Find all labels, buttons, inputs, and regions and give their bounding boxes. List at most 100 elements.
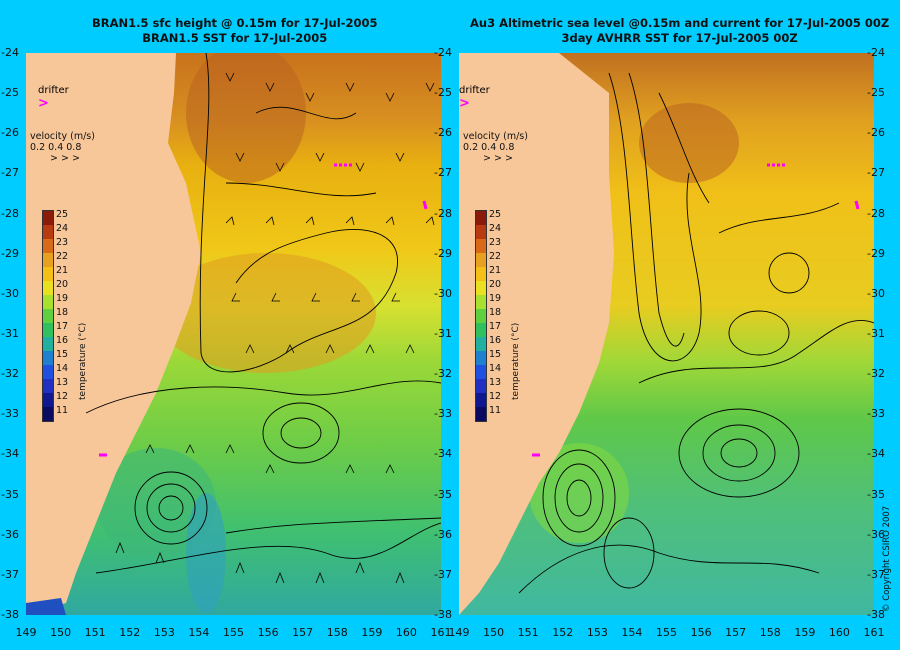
y-tick-label-left: -24 (1, 46, 19, 59)
x-tick-label: 159 (361, 626, 383, 639)
colorbar-tick-label: 13 (489, 377, 502, 388)
colorbar-tick-label: 20 (489, 279, 502, 290)
y-tick-label-left: -28 (1, 206, 19, 220)
y-tick-label-right: -37 (867, 567, 885, 581)
x-tick-label: 160 (395, 626, 417, 639)
left-title-line1: BRAN1.5 sfc height @ 0.15m for 17-Jul-20… (92, 16, 378, 30)
x-tick-label: 152 (552, 626, 574, 639)
y-tick-label-right: -27 (867, 166, 885, 180)
x-tick-label: 156 (257, 626, 279, 639)
x-tick-label: 161 (863, 626, 885, 639)
x-tick-label: 150 (483, 626, 505, 639)
x-tick-label: 160 (828, 626, 850, 639)
colorbar-tick-label: 16 (56, 335, 69, 346)
y-tick-label-left: -38 (1, 608, 19, 621)
x-tick-label: 159 (794, 626, 816, 639)
colorbar-tick-label: 17 (489, 321, 502, 332)
left-title-line2: BRAN1.5 SST for 17-Jul-2005 (142, 31, 328, 45)
colorbar-tick-label: 22 (56, 251, 69, 262)
colorbar-tick-label: 21 (489, 265, 502, 276)
y-tick-label-mid: -33 (434, 407, 452, 421)
y-tick-label-right: -36 (867, 527, 885, 541)
colorbar-tick-label: 12 (56, 391, 69, 402)
x-tick-label: 153 (153, 626, 175, 639)
y-tick-label-right: -26 (867, 126, 885, 140)
left-colorbar (42, 210, 54, 422)
colorbar-tick-label: 19 (56, 293, 69, 304)
x-tick-label: 158 (759, 626, 781, 639)
y-tick-label-right: -32 (867, 367, 885, 381)
y-tick-label-right: -31 (867, 327, 885, 340)
right-drifter-label: drifter > (459, 85, 490, 111)
colorbar-tick-label: 14 (489, 363, 502, 374)
colorbar-tick-label: 20 (56, 279, 69, 290)
x-tick-label: 149 (448, 626, 470, 639)
y-tick-label-right: -25 (867, 86, 885, 100)
y-tick-label-mid: -35 (434, 487, 452, 501)
right-velocity-legend: velocity (m/s) 0.2 0.4 0.8 > > > (463, 131, 528, 164)
colorbar-tick-label: 11 (56, 405, 69, 416)
left-colorbar-title: temperature (°C) (78, 322, 88, 400)
y-tick-label-right: -35 (867, 487, 885, 501)
y-tick-label-left: -35 (1, 487, 19, 501)
colorbar-tick-label: 25 (56, 209, 69, 220)
y-tick-label-mid: -32 (434, 367, 452, 381)
right-sst-map (459, 53, 874, 615)
colorbar-tick-label: 25 (489, 209, 502, 220)
colorbar-tick-label: 18 (489, 307, 502, 318)
y-tick-label-right: -24 (867, 46, 885, 59)
x-tick-label: 156 (690, 626, 712, 639)
y-tick-label-mid: -27 (434, 166, 452, 180)
left-velocity-legend: velocity (m/s) 0.2 0.4 0.8 > > > (30, 131, 95, 164)
colorbar-tick-label: 18 (56, 307, 69, 318)
right-panel-title: Au3 Altimetric sea level @0.15m and curr… (470, 16, 889, 46)
y-tick-label-right: -29 (867, 246, 885, 260)
y-tick-label-left: -33 (1, 407, 19, 421)
y-tick-label-right: -38 (867, 608, 885, 621)
y-tick-label-mid: -30 (434, 286, 452, 300)
x-tick-label: 155 (223, 626, 244, 639)
y-tick-label-mid: -29 (434, 246, 452, 260)
y-tick-label-mid: -38 (434, 608, 452, 621)
colorbar-tick-label: 11 (489, 405, 502, 416)
x-tick-label: 161 (430, 626, 452, 639)
x-tick-label: 151 (84, 626, 106, 639)
colorbar-tick-label: 22 (489, 251, 502, 262)
y-tick-label-right: -30 (867, 286, 885, 300)
y-tick-label-mid: -36 (434, 527, 452, 541)
colorbar-tick-label: 24 (56, 223, 69, 234)
y-tick-label-right: -28 (867, 206, 885, 220)
right-map-graphic (459, 53, 874, 615)
y-tick-label-left: -29 (1, 246, 19, 260)
colorbar-tick-label: 23 (489, 237, 502, 248)
colorbar-tick-label: 23 (56, 237, 69, 248)
y-tick-label-left: -26 (1, 126, 19, 140)
left-panel-title: BRAN1.5 sfc height @ 0.15m for 17-Jul-20… (92, 16, 377, 46)
y-tick-label-mid: -24 (434, 46, 452, 59)
x-tick-label: 154 (188, 626, 210, 639)
x-tick-label: 149 (15, 626, 37, 639)
y-tick-label-left: -30 (1, 286, 19, 300)
right-velocity-arrows-icon: > > > (483, 153, 513, 164)
x-tick-label: 151 (517, 626, 539, 639)
y-tick-label-left: -36 (1, 527, 19, 541)
left-map-graphic (26, 53, 441, 615)
y-tick-label-mid: -26 (434, 126, 452, 140)
colorbar-tick-label: 21 (56, 265, 69, 276)
y-tick-label-left: -25 (1, 86, 19, 100)
colorbar-tick-label: 16 (489, 335, 502, 346)
copyright-text: © Copyright CSIRO 2007 (882, 505, 892, 612)
y-tick-label-mid: -34 (434, 447, 452, 461)
right-drifter-marker-icon: > (459, 96, 470, 111)
left-velocity-arrows-icon: > > > (50, 153, 80, 164)
y-tick-label-mid: -28 (434, 206, 452, 220)
y-tick-label-left: -32 (1, 367, 19, 381)
x-tick-label: 157 (725, 626, 747, 639)
x-tick-label: 155 (656, 626, 677, 639)
colorbar-tick-label: 15 (489, 349, 502, 360)
colorbar-tick-label: 12 (489, 391, 502, 402)
right-colorbar-title: temperature (°C) (511, 322, 521, 400)
y-tick-label-left: -34 (1, 447, 19, 461)
left-drifter-marker-icon: > (38, 96, 49, 111)
y-tick-label-mid: -31 (434, 327, 452, 340)
